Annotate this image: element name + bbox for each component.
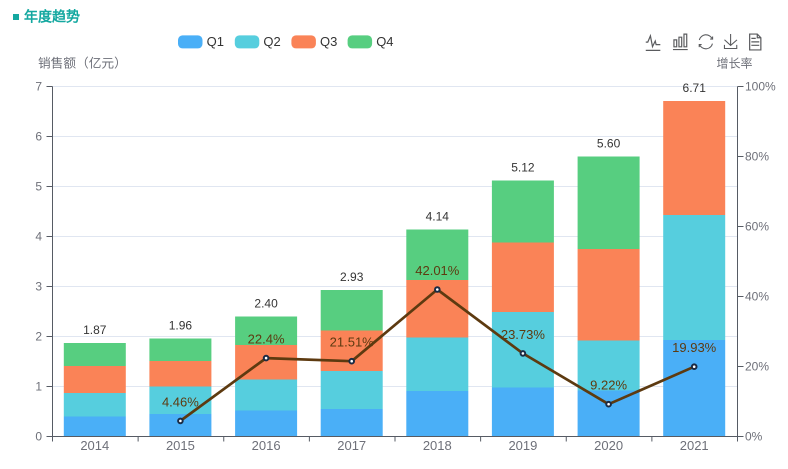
svg-text:0%: 0% <box>745 430 763 444</box>
svg-text:19.93%: 19.93% <box>672 340 717 355</box>
svg-text:Q1: Q1 <box>207 34 224 49</box>
svg-text:Q3: Q3 <box>320 34 337 49</box>
svg-text:0: 0 <box>35 430 42 444</box>
svg-text:42.01%: 42.01% <box>415 263 460 278</box>
svg-text:增长率: 增长率 <box>716 56 752 71</box>
svg-text:22.4%: 22.4% <box>248 332 285 347</box>
svg-text:2020: 2020 <box>594 438 623 453</box>
svg-text:2017: 2017 <box>337 438 366 453</box>
svg-text:6: 6 <box>35 130 42 144</box>
svg-text:40%: 40% <box>745 290 769 304</box>
svg-text:23.73%: 23.73% <box>501 327 546 342</box>
svg-text:2021: 2021 <box>680 438 709 453</box>
svg-text:60%: 60% <box>745 220 769 234</box>
svg-text:Q2: Q2 <box>263 34 280 49</box>
svg-text:6.71: 6.71 <box>683 81 707 95</box>
svg-text:2019: 2019 <box>508 438 537 453</box>
svg-text:1.96: 1.96 <box>169 319 193 333</box>
svg-text:80%: 80% <box>745 150 769 164</box>
svg-text:2.93: 2.93 <box>340 270 364 284</box>
svg-text:5: 5 <box>35 180 42 194</box>
svg-text:1: 1 <box>35 380 42 394</box>
svg-text:1.87: 1.87 <box>83 323 107 337</box>
svg-text:年度趋势: 年度趋势 <box>24 9 80 25</box>
svg-text:2016: 2016 <box>252 438 281 453</box>
svg-text:3: 3 <box>35 280 42 294</box>
svg-text:21.51%: 21.51% <box>330 335 375 350</box>
svg-text:2: 2 <box>35 330 42 344</box>
svg-text:2018: 2018 <box>423 438 452 453</box>
svg-text:4: 4 <box>35 230 42 244</box>
svg-text:4.46%: 4.46% <box>162 394 199 409</box>
svg-text:销售额（亿元）: 销售额（亿元） <box>38 56 127 71</box>
svg-text:2014: 2014 <box>80 438 109 453</box>
svg-text:5.60: 5.60 <box>597 137 621 151</box>
svg-text:4.14: 4.14 <box>426 210 450 224</box>
svg-text:9.22%: 9.22% <box>590 378 627 393</box>
svg-text:Q4: Q4 <box>376 34 393 49</box>
svg-text:7: 7 <box>35 80 42 94</box>
svg-text:20%: 20% <box>745 360 769 374</box>
svg-text:2015: 2015 <box>166 438 195 453</box>
svg-text:2.40: 2.40 <box>254 297 278 311</box>
svg-text:5.12: 5.12 <box>511 161 535 175</box>
svg-text:100%: 100% <box>745 80 776 94</box>
